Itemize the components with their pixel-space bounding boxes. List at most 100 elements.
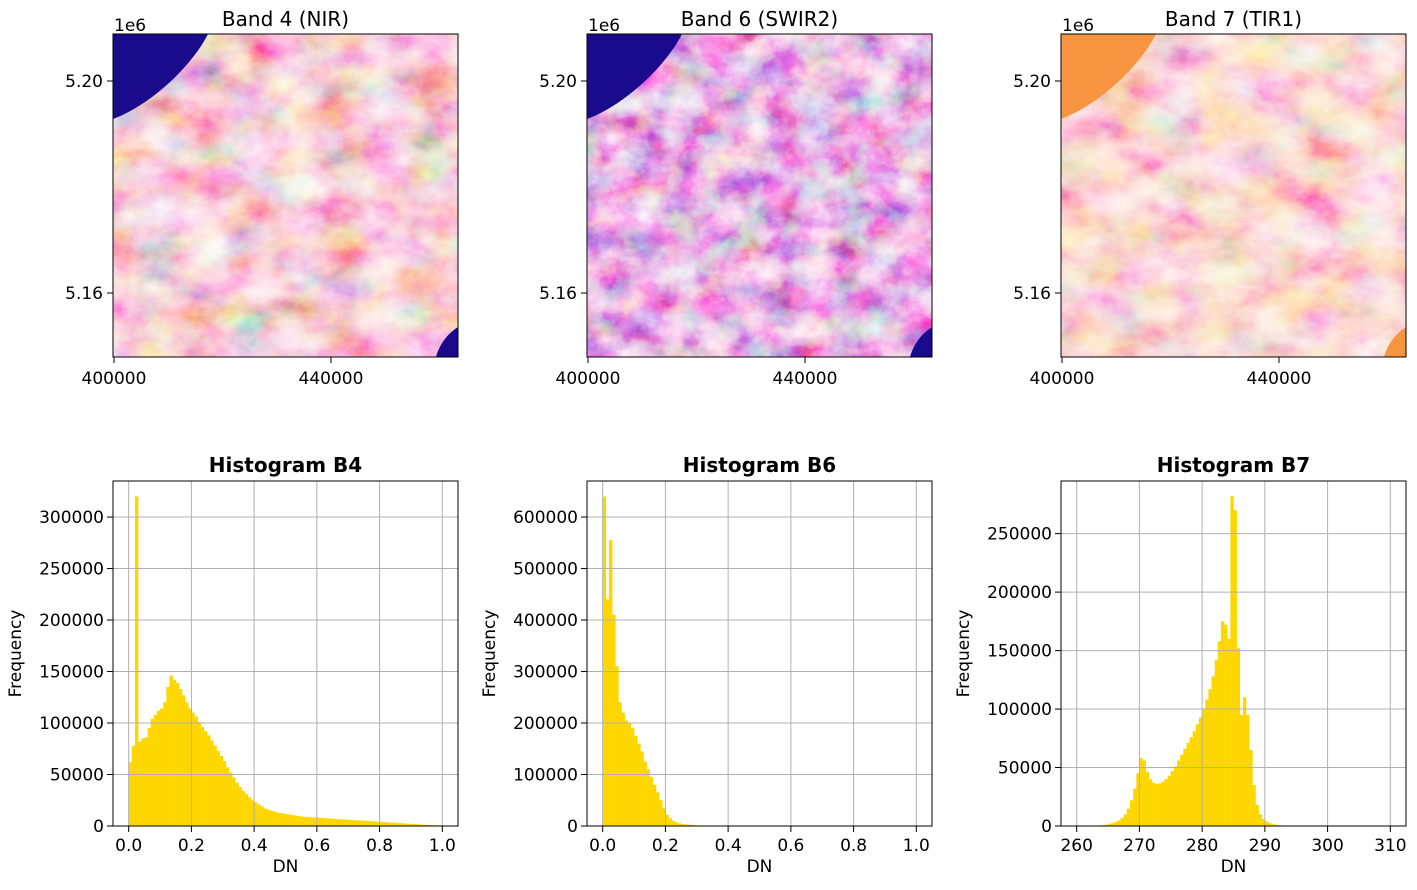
histogram-bar	[295, 816, 298, 826]
histogram-bar	[257, 804, 260, 826]
histogram-bar	[267, 810, 270, 826]
histogram-bar	[1152, 783, 1155, 826]
histogram-bar	[1186, 743, 1189, 826]
y-tick-label: 300000	[39, 508, 104, 528]
histogram-bar	[389, 822, 392, 826]
histogram-bar	[1130, 800, 1133, 826]
histogram-bar	[637, 744, 640, 826]
histogram-bar	[182, 695, 185, 826]
histogram-bar	[329, 819, 332, 826]
histogram-bar	[1177, 761, 1180, 826]
x-tick-label: 300	[1311, 836, 1343, 856]
histogram-bar	[1249, 750, 1252, 826]
histogram-bar	[1168, 776, 1171, 826]
y-tick-label: 150000	[39, 663, 104, 683]
histogram-bar	[245, 794, 248, 826]
histogram-bar	[254, 802, 257, 826]
histogram-bar	[185, 702, 188, 826]
histogram-bar	[355, 820, 358, 826]
histogram-bar	[242, 791, 245, 826]
histogram-bar	[207, 735, 210, 826]
x-tick-label: 280	[1186, 836, 1218, 856]
y-tick-label: 5.20	[65, 72, 103, 92]
histogram-bar	[1230, 496, 1233, 826]
histogram-bar	[609, 540, 612, 826]
histogram-bar	[191, 713, 194, 826]
y-tick-label: 400000	[513, 611, 578, 631]
histogram-bar	[144, 737, 147, 826]
histogram-bar	[1215, 660, 1218, 826]
histogram-bar	[665, 815, 668, 826]
histogram-bar	[1246, 715, 1249, 826]
y-tick-label: 0	[567, 817, 578, 837]
y-offset-label: 1e6	[114, 16, 146, 36]
histogram-bar	[1208, 689, 1211, 826]
x-tick-label: 440000	[1247, 369, 1312, 389]
histogram-bar	[647, 769, 650, 826]
x-tick-label: 0.0	[115, 836, 142, 856]
histogram-bar	[166, 687, 169, 826]
x-tick-label: 440000	[299, 369, 364, 389]
x-axis-label: DN	[1221, 857, 1247, 877]
y-tick-label: 200000	[513, 714, 578, 734]
histogram-bar	[317, 818, 320, 826]
histogram-bar	[615, 666, 618, 826]
histogram-bar	[1165, 779, 1168, 826]
y-tick-label: 5.16	[65, 284, 103, 304]
histogram-bar	[229, 772, 232, 826]
x-tick-label: 0.6	[777, 836, 804, 856]
histogram-bar	[370, 821, 373, 826]
histogram-bar	[606, 599, 609, 826]
band-raster	[1061, 34, 1406, 357]
x-tick-label: 1.0	[429, 836, 456, 856]
x-tick-label: 440000	[773, 369, 838, 389]
histogram-bar	[1227, 639, 1230, 826]
histogram-bar	[1174, 766, 1177, 826]
histogram-bar	[643, 762, 646, 826]
histogram-bar	[1255, 805, 1258, 826]
histogram-title: Histogram B6	[683, 453, 836, 477]
histogram-bar	[282, 814, 285, 826]
histogram-bar	[675, 822, 678, 826]
x-tick-label: 400000	[82, 369, 147, 389]
histogram-bar	[373, 821, 376, 826]
histogram-bar	[289, 815, 292, 826]
histogram-bar	[659, 800, 662, 826]
histogram-bar	[1171, 771, 1174, 826]
histogram-bar	[270, 811, 273, 826]
histogram-bar	[361, 821, 364, 826]
histogram-bar	[1143, 761, 1146, 826]
histogram-bar	[154, 715, 157, 826]
x-tick-label: 0.4	[241, 836, 268, 856]
histogram-bar	[348, 820, 351, 826]
x-tick-label: 260	[1060, 836, 1092, 856]
y-tick-label: 300000	[513, 663, 578, 683]
histogram-title: Histogram B4	[209, 453, 362, 477]
histogram-bar	[1127, 808, 1130, 826]
x-tick-label: 0.8	[366, 836, 393, 856]
histogram-bar	[386, 822, 389, 826]
y-tick-label: 5.16	[539, 284, 577, 304]
x-tick-label: 0.0	[589, 836, 616, 856]
histogram-bar	[367, 821, 370, 826]
x-tick-label: 0.2	[652, 836, 679, 856]
y-tick-label: 5.20	[1013, 72, 1051, 92]
y-offset-label: 1e6	[588, 16, 620, 36]
y-tick-label: 100000	[39, 714, 104, 734]
histogram-bar	[1221, 621, 1224, 826]
histogram-bar	[1240, 715, 1243, 826]
histogram-bars	[129, 496, 443, 826]
band-title: Band 4 (NIR)	[222, 7, 349, 31]
histogram-bar	[286, 814, 289, 826]
histogram-bar	[220, 756, 223, 826]
histogram-bar	[320, 818, 323, 826]
x-tick-label: 0.2	[178, 836, 205, 856]
histogram-bar	[232, 778, 235, 826]
x-tick-label: 400000	[1030, 369, 1095, 389]
histogram-bar	[141, 738, 144, 826]
histogram-bar	[1193, 731, 1196, 826]
y-axis-label: Frequency	[954, 610, 974, 698]
